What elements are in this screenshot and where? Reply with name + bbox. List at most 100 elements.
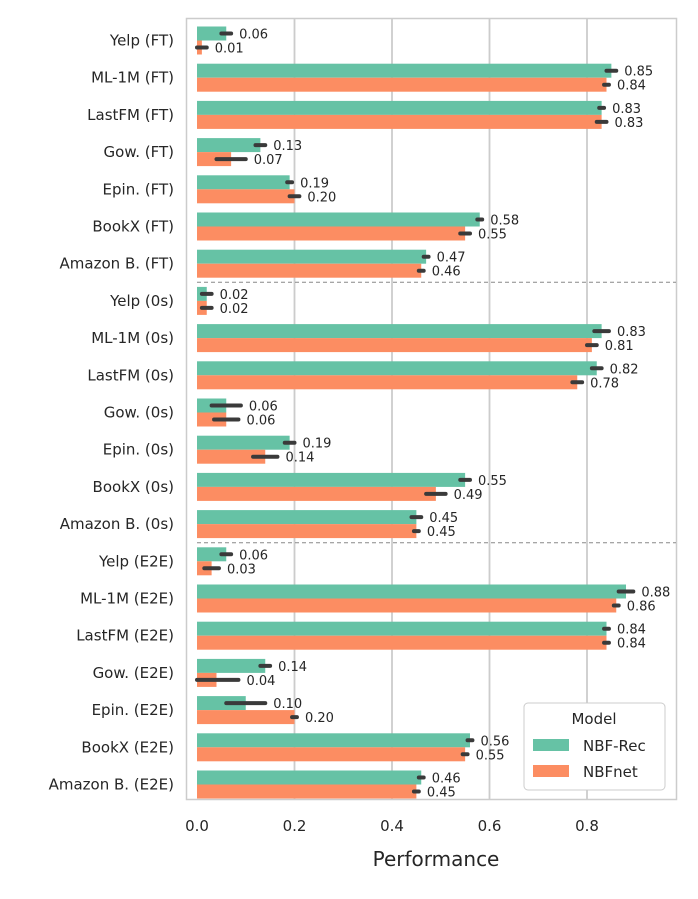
group-separators [197,281,676,544]
y-tick-label: LastFM (E2E) [76,627,174,645]
data-label: 0.02 [220,302,249,317]
legend: Model NBF-Rec NBFnet [523,702,666,791]
data-label: 0.83 [617,325,646,340]
data-label: 0.55 [478,228,507,243]
bar [197,212,480,227]
x-tick-label: 0.8 [575,817,599,835]
bar [197,114,602,129]
y-tick-label: LastFM (0s) [87,366,174,384]
y-tick-label: ML-1M (0s) [91,329,174,347]
data-label: 0.84 [617,79,646,94]
data-label: 0.81 [605,339,634,354]
data-label: 0.04 [246,674,275,689]
x-axis-title: Performance [373,847,500,871]
plot-frame [185,17,678,801]
data-label: 0.02 [220,288,249,303]
bar [197,26,227,41]
data-label: 0.07 [254,153,283,168]
data-label: 0.06 [249,400,278,415]
data-label: 0.06 [239,548,268,563]
bars [197,26,626,799]
error-bars [195,31,636,794]
bar [197,226,466,241]
y-tick-label: Epin. (0s) [103,441,174,459]
data-label: 0.20 [305,711,334,726]
data-label: 0.14 [278,660,307,675]
bar [197,435,290,450]
bar [197,547,227,562]
y-tick-label: Yelp (E2E) [98,552,174,570]
bar [197,747,466,762]
bar [197,175,290,190]
data-label: 0.46 [432,772,461,787]
bar [197,77,607,92]
bar [197,598,617,613]
grid-lines [293,18,588,799]
y-tick-label: Gow. (FT) [104,143,174,161]
y-tick-label: Yelp (FT) [109,32,174,50]
data-label: 0.45 [427,525,456,540]
bar [197,152,232,167]
bar [197,63,612,78]
data-label: 0.06 [239,28,268,43]
data-label: 0.20 [307,190,336,205]
bar [197,249,427,264]
legend-swatch-nbf-rec [533,739,569,751]
legend-label-nbfnet: NBFnet [583,763,638,781]
data-label: 0.55 [476,748,505,763]
bar [197,524,417,539]
bar [197,449,266,464]
y-tick-label: ML-1M (FT) [91,69,174,87]
bar [197,784,417,799]
x-tick-label: 0.0 [185,817,209,835]
y-tick-label: ML-1M (E2E) [80,590,174,608]
data-label: 0.86 [627,600,656,615]
bar [197,263,422,278]
legend-title: Model [571,710,616,728]
bar [197,635,607,650]
data-label: 0.19 [300,176,329,191]
data-label: 0.45 [427,786,456,801]
legend-swatch-nbfnet [533,765,569,777]
y-tick-label: LastFM (FT) [87,106,174,124]
y-tick-label: Gow. (E2E) [93,664,174,682]
bar [197,584,626,599]
bar [197,338,592,353]
bar [197,324,602,339]
y-tick-label: Amazon B. (0s) [60,515,174,533]
data-label: 0.82 [610,362,639,377]
y-tick-label: Epin. (E2E) [92,701,174,719]
data-label: 0.83 [615,116,644,131]
data-labels: 0.060.010.850.840.830.830.130.070.190.20… [215,28,671,801]
x-tick-label: 0.6 [478,817,502,835]
data-label: 0.58 [490,214,519,229]
data-label: 0.46 [432,265,461,280]
data-label: 0.83 [612,102,641,117]
data-label: 0.13 [273,139,302,154]
data-label: 0.03 [227,562,256,577]
data-label: 0.78 [590,376,619,391]
y-tick-label: Amazon B. (E2E) [49,776,174,794]
data-label: 0.84 [617,623,646,638]
legend-label-nbf-rec: NBF-Rec [583,737,646,755]
y-tick-label: Yelp (0s) [109,292,174,310]
bar [197,100,602,115]
y-tick-label: BookX (E2E) [81,738,174,756]
data-label: 0.14 [285,451,314,466]
y-tick-label: BookX (FT) [92,218,174,236]
y-tick-label: BookX (0s) [93,478,174,496]
data-label: 0.47 [437,251,466,266]
data-label: 0.19 [303,437,332,452]
bar [197,138,261,153]
data-label: 0.10 [273,697,302,712]
bar [197,412,227,427]
bar [197,658,266,673]
data-label: 0.06 [246,414,275,429]
x-tick-label: 0.2 [283,817,307,835]
data-label: 0.49 [454,488,483,503]
data-label: 0.88 [641,586,670,601]
data-label: 0.56 [480,734,509,749]
data-label: 0.85 [624,65,653,80]
bar [197,510,417,525]
